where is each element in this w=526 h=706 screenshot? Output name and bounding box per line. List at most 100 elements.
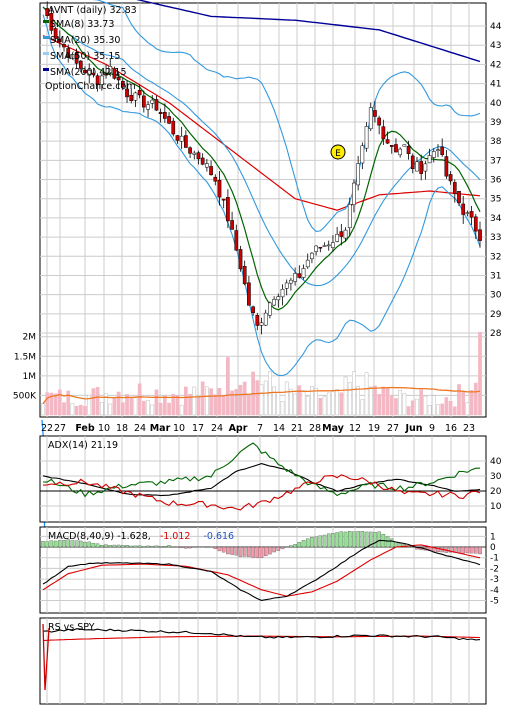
histogram-bar <box>125 545 129 548</box>
volume-bar <box>297 385 302 416</box>
date-tick: Apr <box>229 423 248 434</box>
candle-body <box>461 203 466 215</box>
axis-tick: 10 <box>490 502 502 512</box>
volume-bar <box>221 395 226 416</box>
axis-tick: 0 <box>490 543 496 553</box>
histogram-bar <box>394 541 398 548</box>
histogram-bar <box>74 540 79 548</box>
volume-bar <box>238 384 243 416</box>
volume-bar <box>385 387 390 416</box>
candle-body <box>331 242 335 248</box>
volume-bar <box>213 394 218 416</box>
histogram-bar <box>276 546 281 551</box>
candle-body <box>53 28 58 39</box>
candle-body <box>415 161 419 172</box>
histogram-bar <box>230 546 234 555</box>
candle-body <box>62 44 66 48</box>
histogram-bar <box>163 546 167 548</box>
axis-tick: -5 <box>490 596 499 606</box>
candle-body <box>247 282 251 306</box>
candle-body <box>310 252 314 260</box>
candle-body <box>457 191 461 204</box>
histogram-bar <box>289 545 293 548</box>
candle-body <box>326 244 331 247</box>
volume-bar <box>247 395 251 416</box>
histogram-bar <box>331 533 335 548</box>
axis-tick: -2 <box>490 564 499 574</box>
candle-body <box>305 259 310 268</box>
price-tick: 41 <box>490 80 501 90</box>
histogram-bar <box>221 546 226 553</box>
volume-bar <box>427 404 432 416</box>
candle-body <box>339 231 344 237</box>
candle-body <box>242 266 247 285</box>
rs-spike <box>42 623 50 691</box>
candle-body <box>83 69 87 74</box>
axis-tick: -1 <box>490 554 499 564</box>
histogram-bar <box>45 541 49 548</box>
histogram-bar <box>390 538 394 548</box>
histogram-bar <box>171 546 176 548</box>
histogram-bar <box>352 531 356 548</box>
volume-bar <box>175 395 180 416</box>
histogram-bar <box>108 545 112 548</box>
axis-tick: -3 <box>490 575 499 585</box>
candle-body <box>99 75 104 85</box>
macd-axis: 10-1-2-3-4-5 <box>490 532 499 606</box>
sma20-line <box>42 6 481 287</box>
histogram-bar <box>268 546 272 555</box>
histogram-bar <box>360 531 365 548</box>
candle-body <box>230 220 234 230</box>
candle-body <box>398 148 403 156</box>
histogram-bar <box>364 531 369 548</box>
volume-bar <box>301 391 306 416</box>
adx-series <box>40 442 486 511</box>
candle-body <box>394 144 398 153</box>
rs-series <box>42 623 481 691</box>
histogram-bar <box>373 532 377 548</box>
histogram-bar <box>79 540 83 548</box>
candle-body <box>171 120 176 135</box>
candle-body <box>431 151 436 158</box>
volume-bar <box>364 372 369 416</box>
volume-bar <box>473 382 478 416</box>
histogram-bar <box>66 539 70 548</box>
price-tick: 32 <box>490 252 501 262</box>
candle-body <box>167 116 171 124</box>
candle-body <box>179 135 184 142</box>
candle-body <box>436 149 440 151</box>
volume-bar <box>167 402 171 416</box>
bollinger-lower <box>42 14 481 377</box>
histogram-bar <box>297 541 302 548</box>
histogram-bar <box>469 546 474 554</box>
volume-bar <box>326 392 331 416</box>
candle-body <box>440 146 445 155</box>
candle-body <box>377 117 382 126</box>
date-tick: 22 <box>41 423 53 434</box>
histogram-bar <box>448 546 453 553</box>
candle-body <box>469 211 474 218</box>
volume-tick: 1M <box>23 372 37 382</box>
histogram-bar <box>104 544 108 548</box>
histogram-bar <box>385 536 390 548</box>
date-tick: 24 <box>134 423 146 434</box>
volume-bar <box>406 406 411 416</box>
price-axis: 28 29 30 31 32 33 34 35 36 37 38 39 40 41 42 43 44 2M 1.5M… <box>13 22 502 401</box>
volume-bar <box>431 395 436 416</box>
histogram-bar <box>150 545 154 548</box>
macd-label-prefix: MACD(8,40,9) -1.628, <box>48 531 151 542</box>
volume-bar <box>83 405 87 416</box>
histogram-bar <box>368 531 373 548</box>
candle-body <box>154 99 159 111</box>
candle-body <box>112 68 117 79</box>
candle-body <box>78 60 83 69</box>
volume-bar <box>452 406 457 416</box>
histogram-bar <box>343 531 348 548</box>
volume-bar <box>457 384 461 416</box>
legend-sma50: SMA(50) 35.15 <box>50 51 120 62</box>
volume-bar <box>74 405 79 416</box>
axis-tick: 20 <box>490 487 502 497</box>
volume-bar <box>419 389 424 416</box>
volume-tick: 1.5M <box>14 352 36 362</box>
volume-bar <box>276 392 281 416</box>
